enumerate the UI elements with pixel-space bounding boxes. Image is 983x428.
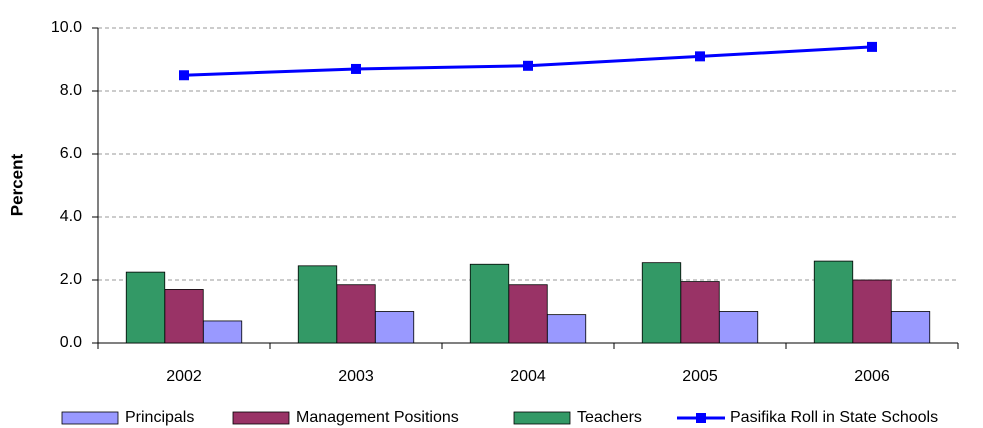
bar xyxy=(852,279,892,344)
y-axis-label: Percent xyxy=(7,153,26,216)
marker xyxy=(179,70,189,81)
x-tick-label: 2004 xyxy=(510,368,546,385)
legend-swatch xyxy=(232,411,290,425)
bar xyxy=(125,271,166,344)
legend-label: Management Positions xyxy=(296,409,459,426)
legend-swatch xyxy=(61,411,119,425)
y-tick-label: 0.0 xyxy=(60,334,82,351)
legend-marker xyxy=(696,413,706,423)
bar xyxy=(508,284,548,344)
x-tick-label: 2003 xyxy=(338,368,374,385)
legend-label: Pasifika Roll in State Schools xyxy=(730,409,938,426)
marker xyxy=(523,60,533,71)
bar xyxy=(469,263,510,344)
bar xyxy=(297,265,338,344)
x-tick-label: 2005 xyxy=(682,368,718,385)
bar xyxy=(718,311,759,344)
y-tick-label: 6.0 xyxy=(60,145,82,162)
bar xyxy=(164,289,204,344)
marker xyxy=(867,41,877,52)
bar xyxy=(813,260,854,344)
x-tick-label: 2006 xyxy=(854,368,890,385)
legend-label: Principals xyxy=(125,409,194,426)
marker xyxy=(351,63,361,74)
marker xyxy=(695,51,705,62)
bar xyxy=(680,281,720,344)
bar xyxy=(546,314,587,344)
x-tick-label: 2002 xyxy=(166,368,202,385)
bar xyxy=(890,311,931,344)
legend-label: Teachers xyxy=(577,409,642,426)
legend-swatch xyxy=(513,411,571,425)
bar xyxy=(641,262,682,344)
bar xyxy=(336,284,376,344)
y-tick-label: 8.0 xyxy=(60,82,82,99)
y-tick-label: 4.0 xyxy=(60,208,82,225)
bar xyxy=(374,311,415,344)
bar xyxy=(202,320,243,344)
y-tick-label: 2.0 xyxy=(60,271,82,288)
y-tick-label: 10.0 xyxy=(51,19,82,36)
